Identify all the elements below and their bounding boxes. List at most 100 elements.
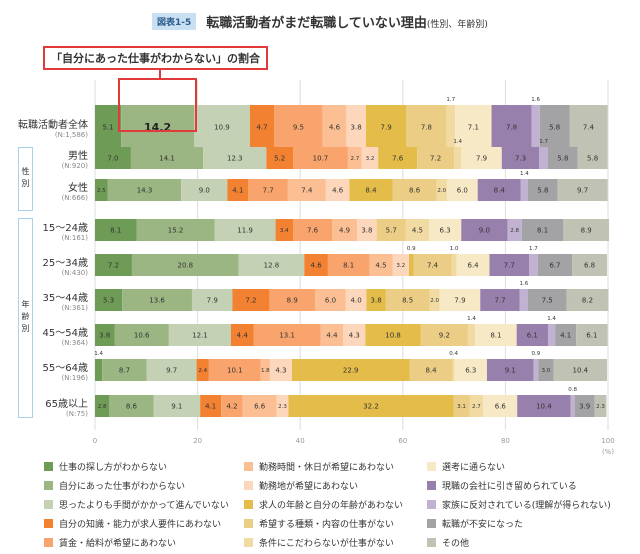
bar-segment xyxy=(516,324,548,346)
bar-segment xyxy=(146,359,197,381)
bar-segment xyxy=(451,254,457,276)
bar-segment xyxy=(519,289,528,311)
bar-segment xyxy=(517,395,571,417)
bar-segment xyxy=(365,324,421,346)
bar-segment xyxy=(453,395,470,417)
data-label: 1.6 xyxy=(519,281,528,287)
bar-segment xyxy=(95,105,122,149)
data-label: 4.1 xyxy=(560,331,571,339)
data-label: 4.4 xyxy=(326,331,338,339)
data-label: 7.0 xyxy=(107,154,118,162)
legend-swatch xyxy=(244,462,253,471)
row-label: 女性 (N:666) xyxy=(62,179,88,202)
legend-swatch xyxy=(244,538,253,547)
group-gender: 性別 xyxy=(18,147,33,211)
data-label: 5.8 xyxy=(557,154,568,162)
data-label: 5.8 xyxy=(549,123,560,131)
data-label: 1.8 xyxy=(261,368,270,374)
bar-segment xyxy=(533,359,539,381)
x-tick-label: 20 xyxy=(193,437,202,445)
data-label: 10.9 xyxy=(214,123,230,131)
bar-segment xyxy=(366,289,386,311)
legend-label: 転職が不安になった xyxy=(442,520,524,530)
data-label: 12.3 xyxy=(227,154,243,162)
bar-segment xyxy=(429,289,440,311)
data-label: 2.5 xyxy=(97,188,106,194)
legend-item: 仕事の探し方がわからない xyxy=(44,460,167,473)
callout-connector xyxy=(159,70,161,79)
data-label: 9.5 xyxy=(293,123,304,131)
bar-segment xyxy=(253,324,321,346)
bar-segment xyxy=(95,179,108,201)
data-label: 10.6 xyxy=(134,331,150,339)
bar-segment xyxy=(489,254,529,276)
bar-segment xyxy=(537,254,573,276)
data-label: 7.6 xyxy=(392,154,404,162)
data-label: 5.3 xyxy=(103,296,114,304)
data-label: 2.0 xyxy=(430,298,439,304)
x-tick-label: 60 xyxy=(398,437,407,445)
data-label: 9.2 xyxy=(439,331,450,339)
bar-segment xyxy=(553,359,607,381)
data-label: 22.9 xyxy=(343,366,359,374)
bar-segment xyxy=(136,219,215,241)
data-label: 14.1 xyxy=(159,154,175,162)
legend-swatch xyxy=(427,538,436,547)
bar-segment xyxy=(376,219,406,241)
bar-segment xyxy=(214,219,276,241)
data-label: 6.3 xyxy=(465,366,476,374)
data-label: 7.7 xyxy=(263,186,274,194)
data-label: 10.4 xyxy=(536,402,552,410)
data-label: 12.1 xyxy=(192,331,208,339)
data-label: 7.3 xyxy=(515,154,526,162)
bar-segment xyxy=(538,359,554,381)
bar-segment xyxy=(291,359,410,381)
data-label: 4.3 xyxy=(349,331,360,339)
bar-segment xyxy=(420,324,468,346)
data-label: 7.5 xyxy=(542,296,553,304)
data-label: 7.9 xyxy=(207,296,218,304)
bar-segment xyxy=(95,395,110,417)
bar-segment xyxy=(361,147,379,169)
bar-segment xyxy=(196,359,209,381)
legend-item: その他 xyxy=(427,536,469,549)
bar-segment xyxy=(547,324,556,346)
bar-segment xyxy=(413,254,452,276)
bar-segment xyxy=(392,179,437,201)
data-label: 6.6 xyxy=(495,402,507,410)
row-label: 15～24歳 (N:161) xyxy=(43,219,88,242)
data-label: 1.4 xyxy=(547,316,556,322)
highlight-box xyxy=(118,78,197,132)
data-label: 1.4 xyxy=(520,171,529,177)
bar-segment xyxy=(539,105,570,149)
data-label: 8.4 xyxy=(425,366,437,374)
bar-segment xyxy=(557,179,608,201)
bar-segment xyxy=(570,395,575,417)
row-label-text: 女性 xyxy=(68,183,88,194)
data-label: 3.8 xyxy=(99,331,110,339)
bar-segment xyxy=(327,254,370,276)
data-label: 7.4 xyxy=(301,186,313,194)
legend-item: 思ったよりも手間がかかって進んでいない xyxy=(44,498,229,511)
data-label: 6.0 xyxy=(325,296,336,304)
legend-label: 条件にこだわらないが仕事がない xyxy=(259,539,394,549)
data-label: 3.8 xyxy=(351,123,362,131)
bar-segment xyxy=(343,324,366,346)
legend-swatch xyxy=(244,500,253,509)
data-label: 9.7 xyxy=(577,186,588,194)
data-label: 8.4 xyxy=(494,186,506,194)
data-label: 1.7 xyxy=(539,139,548,145)
legend-label: 求人の年齢と自分の年齢があわない xyxy=(259,501,404,511)
data-label: 3.9 xyxy=(579,402,590,410)
data-label: 15.2 xyxy=(168,226,184,234)
data-label: 4.2 xyxy=(226,402,237,410)
bar-segment xyxy=(461,219,508,241)
legend-label: 希望する種類・内容の仕事がない xyxy=(259,520,395,530)
data-label: 7.4 xyxy=(583,123,595,131)
bar-segment xyxy=(486,359,534,381)
legend-item: 求人の年齢と自分の年齢があわない xyxy=(244,498,403,511)
data-label: 9.1 xyxy=(171,402,182,410)
row-sample-size: (N:666) xyxy=(61,194,88,202)
legend-label: 勤務地が希望にあわない xyxy=(259,482,359,492)
row-sample-size: (N:161) xyxy=(61,234,88,242)
